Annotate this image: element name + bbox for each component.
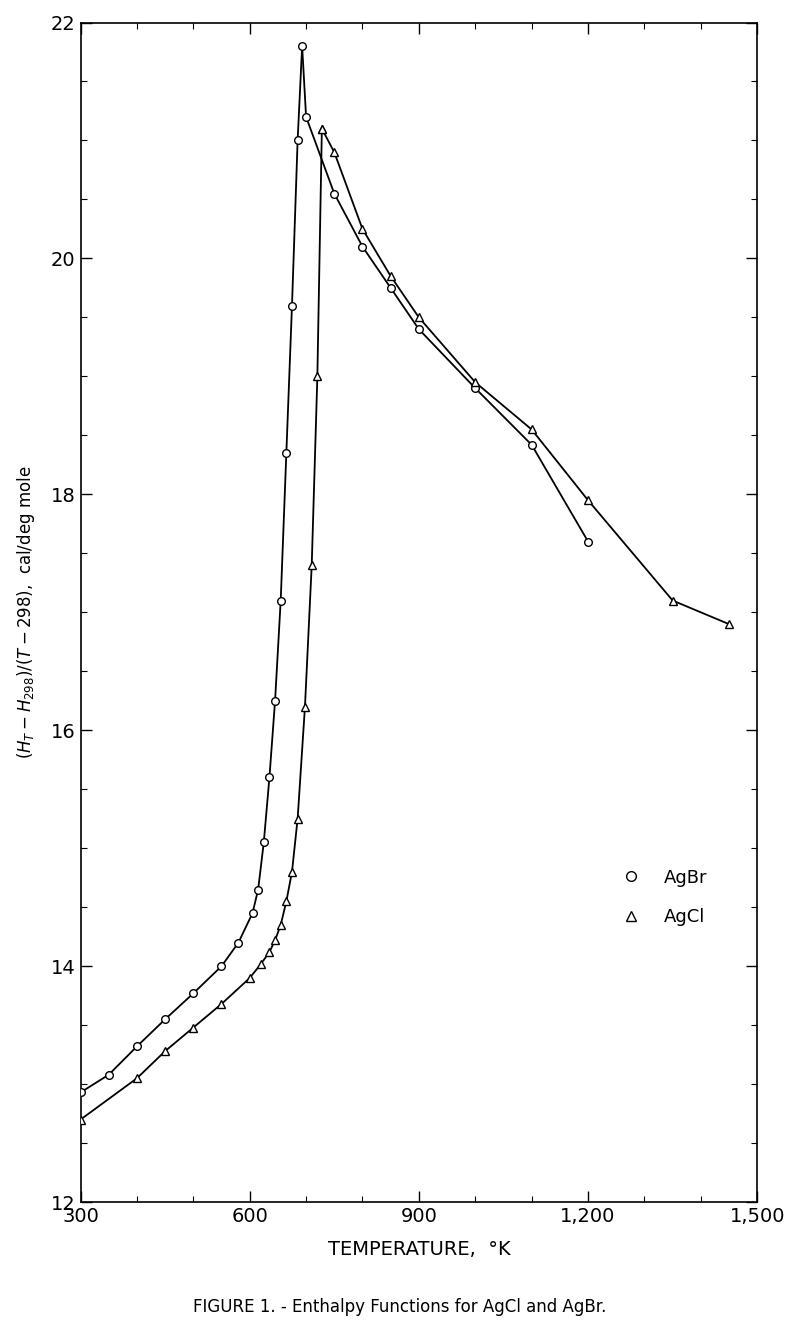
Y-axis label: $(H_T-H_{298})/(T-298)$,  cal/deg mole: $(H_T-H_{298})/(T-298)$, cal/deg mole <box>15 466 37 759</box>
X-axis label: TEMPERATURE,  °K: TEMPERATURE, °K <box>327 1239 510 1259</box>
Legend: AgBr, AgCl: AgBr, AgCl <box>606 861 714 934</box>
Text: FIGURE 1. - Enthalpy Functions for AgCl and AgBr.: FIGURE 1. - Enthalpy Functions for AgCl … <box>194 1298 606 1316</box>
